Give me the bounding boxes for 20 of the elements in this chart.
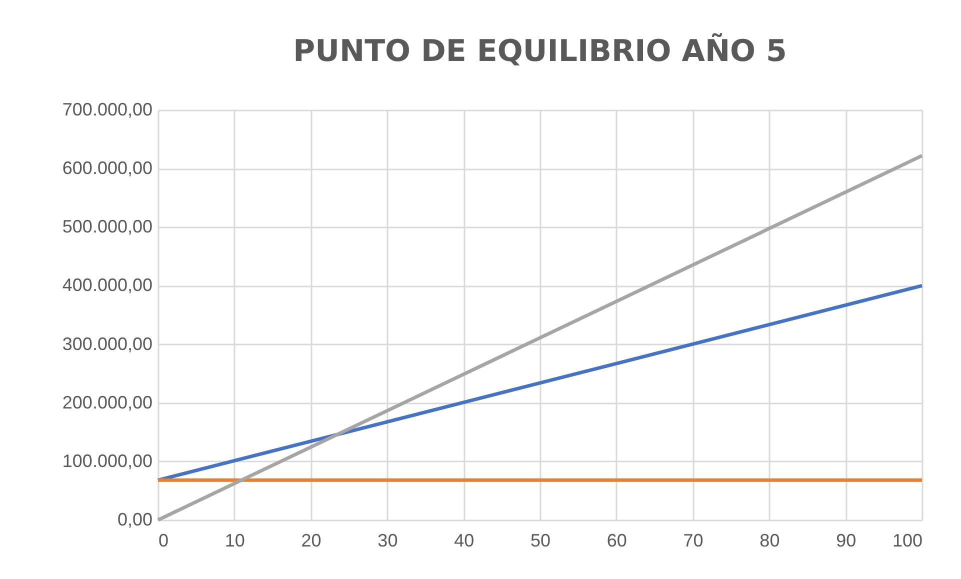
x-tick-label: 90 [836, 530, 856, 550]
x-tick-label: 20 [301, 530, 322, 550]
x-tick-label: 30 [378, 530, 398, 550]
x-tick-label: 70 [683, 530, 704, 550]
y-tick-label: 200.000,00 [62, 392, 152, 412]
x-tick-label: 40 [454, 530, 474, 550]
y-tick-label: 100.000,00 [62, 450, 152, 471]
chart-title: PUNTO DE EQUILIBRIO AÑO 5 [293, 33, 787, 69]
y-tick-label: 600.000,00 [62, 158, 152, 178]
x-tick-label: 60 [606, 530, 627, 550]
x-tick-label: 10 [224, 530, 245, 550]
y-tick-label: 0,00 [117, 510, 152, 530]
y-tick-label: 400.000,00 [62, 275, 152, 296]
x-tick-label: 80 [760, 530, 780, 550]
x-tick-label: 100 [892, 530, 922, 550]
x-tick-label: 50 [530, 530, 551, 550]
x-tick-label: 0 [158, 530, 169, 550]
y-tick-label: 300.000,00 [62, 334, 152, 354]
y-tick-label: 500.000,00 [62, 216, 152, 237]
y-tick-label: 700.000,00 [62, 100, 152, 120]
